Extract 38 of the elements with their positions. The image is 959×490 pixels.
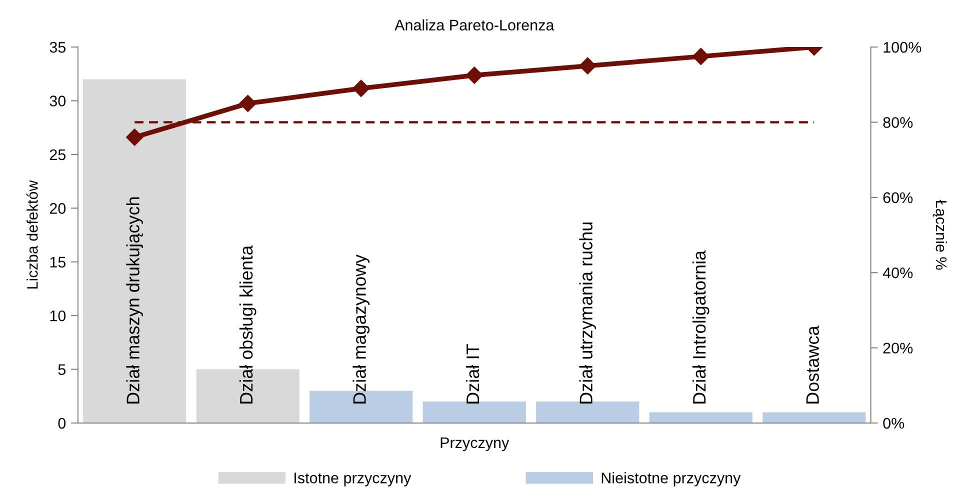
bar bbox=[422, 402, 526, 424]
bar bbox=[762, 412, 866, 424]
chart-title: Analiza Pareto-Lorenza bbox=[394, 19, 554, 31]
x-tick-label: Dostawca bbox=[806, 326, 819, 404]
y2-tick-label: 100% bbox=[884, 42, 922, 53]
legend-label: Istotne przyczyny bbox=[294, 472, 412, 486]
x-tick-label: Dział Introligatornia bbox=[692, 250, 710, 404]
y-tick-label: 10 bbox=[50, 310, 66, 322]
x-tick-label: Dział IT bbox=[466, 344, 480, 404]
y2-tick-label: 40% bbox=[882, 267, 913, 278]
y-tick-label: 20 bbox=[50, 203, 66, 214]
bar bbox=[536, 402, 640, 424]
point bbox=[579, 57, 596, 74]
x-tick-label: Dział maszyn drukujących bbox=[126, 197, 144, 404]
y-tick-label: 35 bbox=[50, 42, 66, 53]
y2-axis-title: Łącznie % bbox=[932, 200, 948, 270]
y-tick-label: 5 bbox=[58, 364, 66, 375]
y2-tick-label: 80% bbox=[883, 117, 913, 128]
y2-tick-label: 20% bbox=[883, 342, 913, 354]
y2-tick-label: 60% bbox=[883, 192, 913, 204]
bar bbox=[649, 412, 752, 424]
bar bbox=[83, 79, 186, 424]
y-tick-label: 15 bbox=[50, 256, 66, 268]
point bbox=[239, 94, 256, 112]
y2-tick-label: 0% bbox=[883, 418, 904, 429]
x-tick-label: Dział obsługi klienta bbox=[239, 245, 256, 404]
point bbox=[352, 80, 370, 97]
y-tick-label: 25 bbox=[50, 149, 66, 160]
x-tick-label: Dział utrzymania ruchu bbox=[579, 222, 596, 404]
point bbox=[126, 128, 144, 146]
legend-label: Nieistotne przyczyny bbox=[602, 472, 741, 486]
y-tick-label: 0 bbox=[58, 418, 66, 429]
x-axis-title: Przyczyny bbox=[440, 437, 510, 452]
point bbox=[466, 66, 483, 84]
point bbox=[692, 48, 710, 65]
y-axis-title: Liczba defektów bbox=[26, 180, 38, 289]
x-tick-label: Dział magazynowy bbox=[352, 254, 370, 404]
y-tick-label: 30 bbox=[50, 96, 66, 106]
